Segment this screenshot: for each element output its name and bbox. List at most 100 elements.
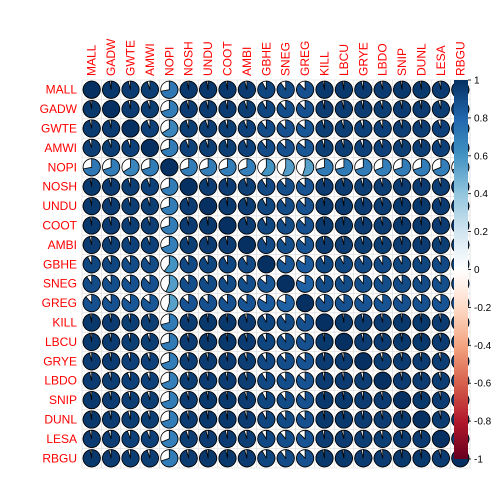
pie-wedge xyxy=(354,274,373,293)
pie-cell-lbdo-ambi xyxy=(237,371,256,390)
pie-cell-gadw-lbcu xyxy=(334,100,353,119)
pie-wedge xyxy=(82,138,101,157)
pie-wedge xyxy=(102,158,121,177)
pie-cell-gwte-gwte xyxy=(121,119,140,138)
pie-wedge xyxy=(121,177,140,196)
pie-wedge xyxy=(412,80,431,99)
pie-wedge xyxy=(296,255,315,274)
pie-wedge xyxy=(431,371,450,390)
pie-cell-rbgu-sneg xyxy=(276,449,295,468)
pie-cell-greg-lbcu xyxy=(334,294,353,313)
pie-wedge xyxy=(296,429,315,448)
pie-wedge xyxy=(237,100,256,119)
colorbar-tick-label: 0 xyxy=(474,265,480,276)
column-label-greg: GREG xyxy=(298,41,312,76)
pie-cell-snip-kill xyxy=(315,391,334,410)
pie-cell-greg-nopi xyxy=(160,294,179,313)
pie-wedge xyxy=(276,332,295,351)
pie-cell-coot-lbdo xyxy=(373,216,392,235)
pie-wedge xyxy=(102,313,121,332)
pie-wedge xyxy=(276,429,295,448)
column-label-rbgu: RBGU xyxy=(453,41,467,76)
pie-cell-rbgu-lesa xyxy=(431,449,450,468)
pie-wedge xyxy=(334,352,353,371)
colorbar: 1 0.8 0.6 0.4 0.2 0 -0.2 -0.4 -0.6 -0.8 -1 xyxy=(454,76,492,466)
pie-cell-sneg-sneg xyxy=(276,274,295,293)
row-label-lesa: LESA xyxy=(46,432,77,446)
pie-cell-rbgu-dunl xyxy=(412,449,431,468)
pie-cell-ambi-gbhe xyxy=(257,235,276,254)
pie-cell-nopi-sneg xyxy=(276,158,295,177)
pie-wedge xyxy=(82,216,101,235)
pie-wedge xyxy=(160,235,179,254)
pie-cell-gbhe-mall xyxy=(82,255,101,274)
pie-wedge xyxy=(121,313,140,332)
pie-cell-nopi-lbcu xyxy=(334,158,353,177)
pie-wedge xyxy=(218,371,237,390)
pie-wedge xyxy=(82,235,101,254)
pie-cell-lbcu-nopi xyxy=(160,332,179,351)
row-label-mall: MALL xyxy=(46,83,78,97)
pie-cell-dunl-gadw xyxy=(102,410,121,429)
pie-wedge xyxy=(237,294,256,313)
pie-cell-sneg-grye xyxy=(354,274,373,293)
pie-cell-dunl-lesa xyxy=(431,410,450,429)
pie-wedge xyxy=(374,158,392,177)
pie-cell-ambi-amwi xyxy=(140,235,159,254)
pie-cell-lbdo-greg xyxy=(296,371,315,390)
pie-cell-undu-undu xyxy=(199,197,218,216)
pie-cell-coot-nopi xyxy=(160,216,179,235)
pie-cell-gadw-undu xyxy=(199,100,218,119)
pie-wedge xyxy=(160,158,179,177)
pie-cell-gbhe-nosh xyxy=(179,255,198,274)
pie-wedge xyxy=(121,294,140,313)
pie-cell-lbdo-undu xyxy=(199,371,218,390)
pie-cell-coot-ambi xyxy=(237,216,256,235)
pie-wedge xyxy=(354,410,373,429)
pie-wedge xyxy=(393,391,412,410)
pie-cell-lbdo-lesa xyxy=(431,371,450,390)
pie-wedge xyxy=(160,216,179,235)
pie-cell-ambi-ambi xyxy=(237,235,256,254)
column-label-snip: SNIP xyxy=(395,48,409,76)
pie-wedge xyxy=(257,80,276,99)
pie-wedge xyxy=(334,138,353,157)
pie-cell-coot-lbcu xyxy=(334,216,353,235)
pie-wedge xyxy=(257,138,276,157)
pie-cell-gbhe-undu xyxy=(199,255,218,274)
pie-wedge xyxy=(257,371,276,390)
pie-cell-mall-gadw xyxy=(102,80,121,99)
pie-wedge xyxy=(393,332,412,351)
pie-cell-grye-nosh xyxy=(179,352,198,371)
pie-wedge xyxy=(393,429,412,448)
pie-wedge xyxy=(140,197,159,216)
pie-wedge xyxy=(218,332,237,351)
pie-cell-gwte-dunl xyxy=(412,119,431,138)
pie-cell-ambi-nosh xyxy=(179,235,198,254)
pie-cell-amwi-nopi xyxy=(160,138,179,157)
pie-cell-kill-gadw xyxy=(102,313,121,332)
pie-wedge xyxy=(315,391,334,410)
pie-wedge xyxy=(199,255,218,274)
pie-cell-gbhe-grye xyxy=(354,255,373,274)
pie-cell-coot-nosh xyxy=(179,216,198,235)
pie-cell-lbdo-lbdo xyxy=(373,371,392,390)
pie-cell-gwte-nosh xyxy=(179,119,198,138)
pie-wedge xyxy=(354,177,373,196)
pie-cell-undu-gbhe xyxy=(257,197,276,216)
pie-wedge xyxy=(121,352,140,371)
pie-wedge xyxy=(257,449,276,468)
row-label-lbcu: LBCU xyxy=(45,335,77,349)
pie-wedge xyxy=(179,371,198,390)
pie-wedge xyxy=(257,294,276,313)
pie-wedge xyxy=(218,100,237,119)
pie-wedge xyxy=(412,449,431,468)
pie-cell-nopi-nopi xyxy=(160,158,179,177)
pie-wedge xyxy=(276,177,295,196)
pie-cell-gadw-gadw xyxy=(102,100,121,119)
colorbar-gradient xyxy=(454,80,468,459)
pie-wedge xyxy=(296,371,315,390)
column-label-sneg: SNEG xyxy=(279,42,293,76)
pie-wedge xyxy=(315,177,334,196)
pie-cell-undu-coot xyxy=(218,197,237,216)
